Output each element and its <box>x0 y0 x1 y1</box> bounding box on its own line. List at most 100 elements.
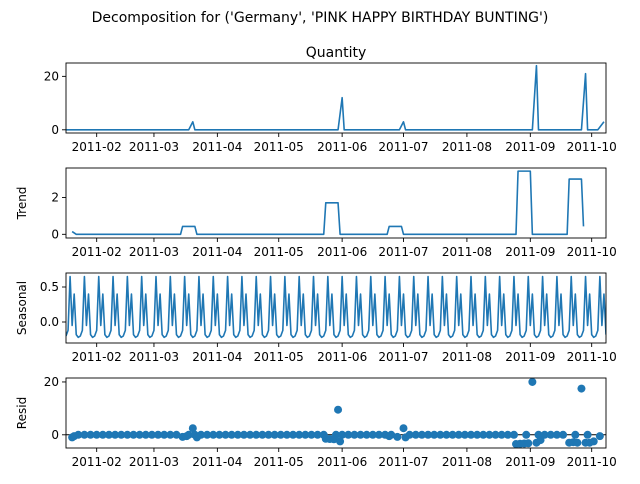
resid-point <box>336 437 345 446</box>
resid-point <box>329 435 338 444</box>
resid-point <box>454 430 463 439</box>
resid-point <box>467 430 475 439</box>
resid-point <box>160 430 169 439</box>
resid-point <box>86 430 95 439</box>
resid-point <box>589 437 598 446</box>
series-line <box>66 64 605 131</box>
resid-point <box>524 439 533 448</box>
resid-point <box>573 438 582 447</box>
resid-point <box>276 430 285 439</box>
resid-point <box>221 430 230 439</box>
x-tick-label: 2011-06 <box>317 455 367 469</box>
resid-point <box>436 430 445 439</box>
x-tick-label: 2011-05 <box>254 350 304 364</box>
resid-point <box>522 430 531 439</box>
resid-point <box>571 430 580 439</box>
series-line <box>71 170 585 236</box>
resid-point <box>166 430 175 439</box>
panel-data <box>66 378 606 448</box>
resid-point <box>536 436 545 445</box>
resid-point <box>399 424 408 433</box>
x-tick-label: 2011-02 <box>72 245 122 259</box>
resid-point <box>192 433 201 442</box>
resid-point <box>252 430 261 439</box>
x-tick-label: 2011-09 <box>505 245 555 259</box>
resid-point <box>442 430 451 439</box>
resid-point <box>334 405 343 414</box>
resid-point <box>509 430 518 439</box>
y-tick-label: 20 <box>44 69 59 83</box>
resid-point <box>491 430 500 439</box>
resid-point <box>98 430 107 439</box>
resid-point <box>129 430 138 439</box>
x-tick-label: 2011-08 <box>442 140 492 154</box>
y-tick-label: 0 <box>51 123 59 137</box>
resid-point <box>344 430 353 439</box>
panel-3: 0.0 0.5 2011-02 2011-03 2011-04 2011-05 2011-0… <box>15 272 617 364</box>
resid-point <box>295 430 304 439</box>
x-tick-label: 2011-05 <box>254 455 304 469</box>
x-tick-label: 2011-03 <box>129 455 179 469</box>
x-tick-label: 2011-02 <box>72 350 122 364</box>
resid-point <box>368 430 377 439</box>
x-tick-label: 2011-07 <box>378 140 428 154</box>
resid-point <box>448 430 457 439</box>
resid-point <box>188 424 197 433</box>
x-tick-label: 2011-05 <box>254 245 304 259</box>
resid-point <box>497 430 506 439</box>
resid-point <box>417 430 426 439</box>
resid-point <box>385 432 394 441</box>
x-tick-label: 2011-06 <box>317 140 367 154</box>
resid-point <box>117 430 126 439</box>
panel-data <box>71 170 585 236</box>
resid-point <box>111 430 120 439</box>
x-tick-label: 2011-04 <box>192 140 242 154</box>
resid-point <box>595 432 604 441</box>
resid-point <box>209 430 218 439</box>
x-tick-label: 2011-08 <box>442 245 492 259</box>
x-tick-label: 2011-04 <box>192 245 242 259</box>
resid-point <box>182 432 191 441</box>
resid-point <box>374 430 383 439</box>
axes-frame <box>65 62 607 134</box>
resid-point <box>289 430 298 439</box>
x-tick-label: 2011-03 <box>129 245 179 259</box>
resid-point <box>104 430 113 439</box>
x-tick-label: 2011-02 <box>72 140 122 154</box>
resid-point <box>485 430 494 439</box>
x-tick-label: 2011-06 <box>317 350 367 364</box>
resid-point <box>203 430 212 439</box>
resid-point <box>583 430 592 439</box>
x-tick-label: 2011-08 <box>442 350 492 364</box>
y-tick-label: 0 <box>51 227 59 241</box>
x-tick-label: 2011-06 <box>317 245 367 259</box>
resid-point <box>528 378 537 386</box>
resid-point <box>172 430 181 439</box>
x-tick-label: 2011-10 <box>567 245 617 259</box>
resid-point <box>411 430 420 439</box>
resid-point <box>239 430 248 439</box>
resid-point <box>135 430 144 439</box>
resid-point <box>80 430 89 439</box>
resid-point <box>258 430 267 439</box>
resid-point <box>460 430 469 439</box>
resid-point <box>479 430 488 439</box>
resid-point <box>356 430 365 439</box>
panel-4: 0 20 2011-02 2011-03 2011-04 2011-05 2011-06 20… <box>15 375 617 469</box>
resid-point <box>154 430 163 439</box>
resid-point <box>393 432 402 441</box>
resid-point <box>70 432 79 441</box>
panel-1: 0 20 2011-02 2011-03 2011-04 2011-05 2011-06 20… <box>44 45 617 154</box>
resid-point <box>430 430 439 439</box>
x-tick-label: 2011-10 <box>567 140 617 154</box>
resid-point <box>424 430 433 439</box>
axes-frame <box>65 167 607 239</box>
x-tick-label: 2011-03 <box>129 140 179 154</box>
series-line <box>66 275 606 339</box>
resid-point <box>313 430 322 439</box>
y-tick-label: 0.5 <box>40 280 59 294</box>
resid-point <box>401 433 410 442</box>
resid-point <box>215 430 224 439</box>
resid-point <box>301 430 310 439</box>
